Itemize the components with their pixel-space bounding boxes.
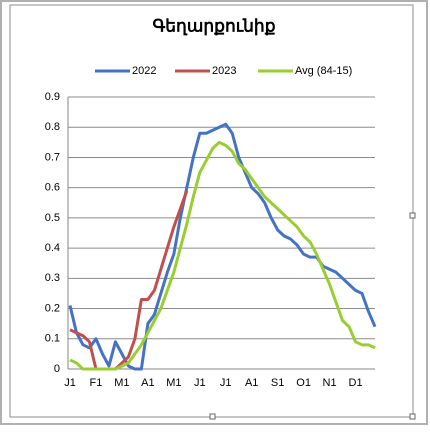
y-tick-label: 0.2 <box>45 302 60 314</box>
resize-handle[interactable] <box>209 413 216 420</box>
x-tick-label: F1 <box>90 377 103 389</box>
series-line <box>69 190 189 371</box>
y-tick-label: 0.7 <box>45 151 60 163</box>
y-tick-label: 0.8 <box>45 121 60 133</box>
series-line <box>69 140 376 371</box>
legend-label: 2023 <box>212 65 236 77</box>
y-tick-label: 0.4 <box>45 242 60 254</box>
chart-border <box>9 4 414 418</box>
series-line <box>68 122 377 371</box>
x-tick-label: N1 <box>323 377 337 389</box>
y-tick-label: 0.6 <box>45 182 60 194</box>
x-tick-label: A1 <box>245 377 258 389</box>
x-tick-label: J1 <box>194 377 206 389</box>
y-tick-label: 0.3 <box>45 272 60 284</box>
y-tick-label: 0.5 <box>45 212 60 224</box>
legend-label: Avg (84-15) <box>295 65 352 77</box>
y-tick-label: 0 <box>54 363 60 375</box>
resize-handle[interactable] <box>409 413 416 420</box>
x-tick-label: S1 <box>271 377 284 389</box>
x-tick-label: M1 <box>166 377 181 389</box>
resize-handle[interactable] <box>409 212 416 219</box>
x-tick-label: J1 <box>64 377 76 389</box>
y-tick-label: 0.1 <box>45 333 60 345</box>
x-tick-label: M1 <box>114 377 129 389</box>
chart-title: Գեղարքունիք <box>152 16 275 35</box>
x-tick-label: J1 <box>220 377 232 389</box>
x-tick-label: O1 <box>296 377 311 389</box>
x-tick-label: A1 <box>141 377 154 389</box>
legend-label: 2022 <box>132 65 156 77</box>
x-tick-label: D1 <box>349 377 363 389</box>
y-tick-label: 0.9 <box>45 91 60 103</box>
